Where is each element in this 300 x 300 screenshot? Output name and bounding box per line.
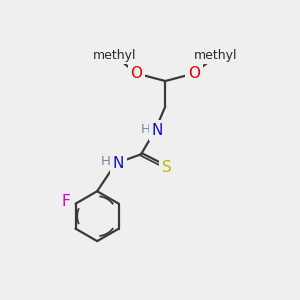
- Text: N: N: [152, 123, 164, 138]
- Text: F: F: [62, 194, 71, 209]
- Text: H: H: [101, 155, 111, 168]
- Text: O: O: [130, 66, 142, 81]
- Text: methyl: methyl: [93, 49, 136, 62]
- Text: O: O: [188, 66, 200, 81]
- Text: methyl: methyl: [194, 49, 238, 62]
- Text: H: H: [140, 123, 150, 136]
- Text: S: S: [162, 160, 171, 175]
- Text: N: N: [113, 156, 124, 171]
